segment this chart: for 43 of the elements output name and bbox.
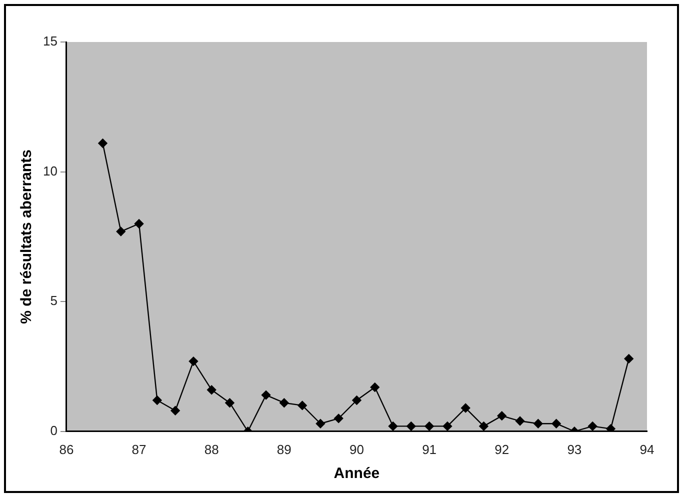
y-tick-label: 10: [42, 163, 58, 178]
point: [370, 382, 380, 392]
point: [261, 390, 271, 400]
point: [316, 419, 326, 428]
point: [152, 396, 162, 405]
x-tick-label: 94: [640, 442, 654, 457]
point: [624, 354, 634, 364]
point: [497, 411, 506, 420]
y-tick-label: 0: [50, 422, 58, 438]
point: [552, 419, 561, 428]
x-tick-label: 92: [494, 442, 510, 457]
x-tick-label: 91: [422, 442, 437, 457]
x-tick-label: 86: [59, 442, 74, 457]
point: [460, 403, 470, 413]
point: [116, 226, 126, 236]
x-axis-title: Année: [334, 465, 380, 482]
point: [298, 400, 307, 410]
point: [606, 424, 616, 432]
point: [225, 398, 234, 408]
point: [588, 422, 598, 431]
y-tick-label: 15: [42, 34, 58, 49]
point: [534, 419, 543, 428]
x-tick-label: 88: [204, 442, 219, 457]
point: [479, 422, 488, 431]
point: [352, 396, 362, 405]
point: [206, 385, 216, 394]
point: [424, 422, 434, 431]
y-tick-label: 5: [50, 293, 58, 308]
point: [98, 138, 108, 148]
x-tick-label: 87: [132, 442, 146, 457]
point: [334, 414, 344, 424]
x-tick-label: 93: [567, 442, 582, 457]
point: [188, 356, 198, 366]
point: [134, 219, 144, 228]
point: [442, 422, 452, 431]
point: [388, 422, 398, 431]
y-axis-title: % de résultats aberrants: [18, 150, 36, 324]
point: [406, 422, 416, 431]
point: [515, 416, 525, 426]
point: [280, 398, 289, 408]
x-tick-label: 89: [276, 442, 292, 457]
x-tick-label: 90: [349, 442, 364, 457]
point: [170, 406, 180, 416]
